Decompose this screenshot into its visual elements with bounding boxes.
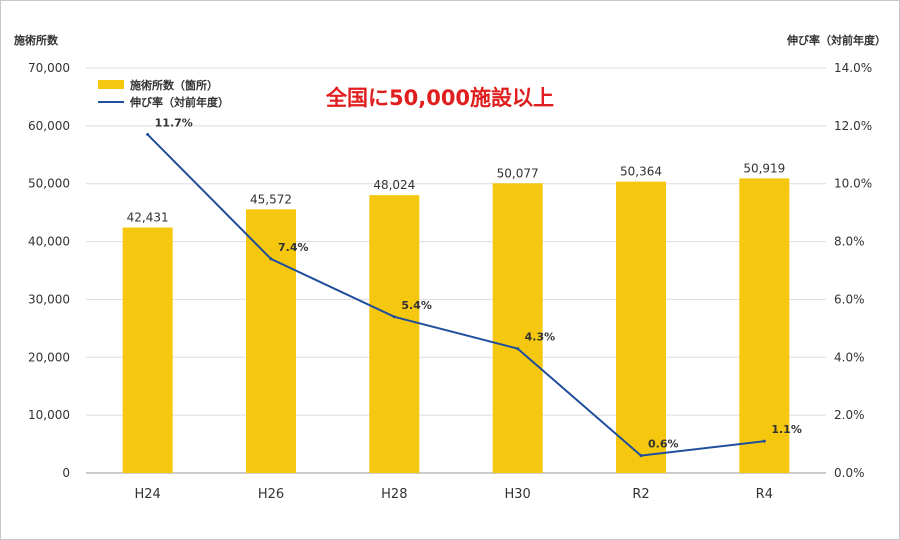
y-axis-right-title: 伸び率（対前年度） bbox=[786, 33, 886, 47]
annotation-text: 全国に50,000施設以上 bbox=[325, 86, 554, 110]
bar bbox=[739, 178, 790, 473]
line-labels: 11.7% 7.4% 5.4% 4.3% 0.6% 1.1% bbox=[155, 117, 802, 451]
y-right-tick-label: 10.0% bbox=[834, 177, 872, 191]
bar bbox=[246, 209, 296, 473]
y-right-tick-label: 6.0% bbox=[834, 292, 865, 306]
x-tick-label: R4 bbox=[756, 487, 773, 502]
bar-labels: 42,431 45,572 48,024 50,077 50,364 50,919 bbox=[127, 161, 786, 224]
bar-value-label: 50,919 bbox=[743, 161, 785, 175]
line-value-label: 1.1% bbox=[771, 423, 802, 436]
line-point bbox=[392, 315, 396, 319]
line-point bbox=[146, 133, 150, 137]
y-right-tick-label: 8.0% bbox=[834, 235, 865, 249]
gridlines bbox=[86, 67, 826, 474]
y-left-tick-label: 0 bbox=[62, 466, 70, 480]
line-value-label: 7.4% bbox=[278, 241, 309, 254]
y-axis-left-title: 施術所数 bbox=[14, 33, 59, 47]
legend: 施術所数（箇所） 伸び率（対前年度） bbox=[98, 78, 229, 109]
y-right-tick-label: 0.0% bbox=[834, 466, 865, 480]
y-left-tick-label: 20,000 bbox=[28, 350, 70, 364]
bar bbox=[616, 181, 666, 474]
y-right-tick-label: 2.0% bbox=[834, 408, 865, 422]
x-tick-label: R2 bbox=[632, 487, 649, 502]
line-point bbox=[516, 347, 520, 351]
y-right-tick-label: 14.0% bbox=[834, 61, 872, 75]
y-left-tick-label: 30,000 bbox=[28, 292, 70, 306]
growth-rate-line bbox=[146, 133, 765, 457]
y-axis-left-ticks: 0 10,000 20,000 30,000 40,000 50,000 60,000 70,… bbox=[28, 61, 70, 480]
line-point bbox=[762, 439, 766, 443]
line-value-label: 0.6% bbox=[648, 438, 679, 451]
y-axis-right-ticks: 0.0% 2.0% 4.0% 6.0% 8.0% 10.0% 12.0% 14.0% bbox=[834, 61, 872, 480]
bar-series bbox=[122, 178, 790, 474]
legend-bar-swatch bbox=[98, 80, 124, 89]
x-tick-label: H26 bbox=[258, 487, 284, 502]
line-series bbox=[146, 133, 766, 458]
bar-value-label: 42,431 bbox=[127, 211, 169, 225]
x-axis-categories: H24 H26 H28 H30 R2 R4 bbox=[135, 487, 773, 502]
legend-line-label: 伸び率（対前年度） bbox=[129, 95, 229, 109]
bar-value-label: 50,077 bbox=[497, 166, 539, 180]
bar bbox=[492, 183, 543, 473]
y-left-tick-label: 50,000 bbox=[28, 177, 70, 191]
line-value-label: 5.4% bbox=[401, 299, 432, 312]
x-tick-label: H28 bbox=[381, 487, 407, 502]
y-right-tick-label: 4.0% bbox=[834, 350, 865, 364]
y-right-tick-label: 12.0% bbox=[834, 119, 872, 133]
bar-value-label: 48,024 bbox=[373, 178, 415, 192]
y-left-tick-label: 70,000 bbox=[28, 61, 70, 75]
y-left-tick-label: 10,000 bbox=[28, 408, 70, 422]
line-point bbox=[639, 454, 643, 458]
bar bbox=[122, 227, 173, 473]
y-left-tick-label: 60,000 bbox=[28, 119, 70, 133]
x-tick-label: H30 bbox=[505, 487, 531, 502]
line-value-label: 4.3% bbox=[525, 331, 556, 344]
bar-value-label: 50,364 bbox=[620, 165, 662, 179]
y-left-tick-label: 40,000 bbox=[28, 235, 70, 249]
legend-bar-label: 施術所数（箇所） bbox=[130, 78, 218, 92]
line-point bbox=[269, 257, 273, 261]
bar bbox=[369, 195, 420, 473]
bar-value-label: 45,572 bbox=[250, 192, 292, 206]
x-tick-label: H24 bbox=[135, 487, 161, 502]
line-value-label: 11.7% bbox=[155, 117, 193, 130]
